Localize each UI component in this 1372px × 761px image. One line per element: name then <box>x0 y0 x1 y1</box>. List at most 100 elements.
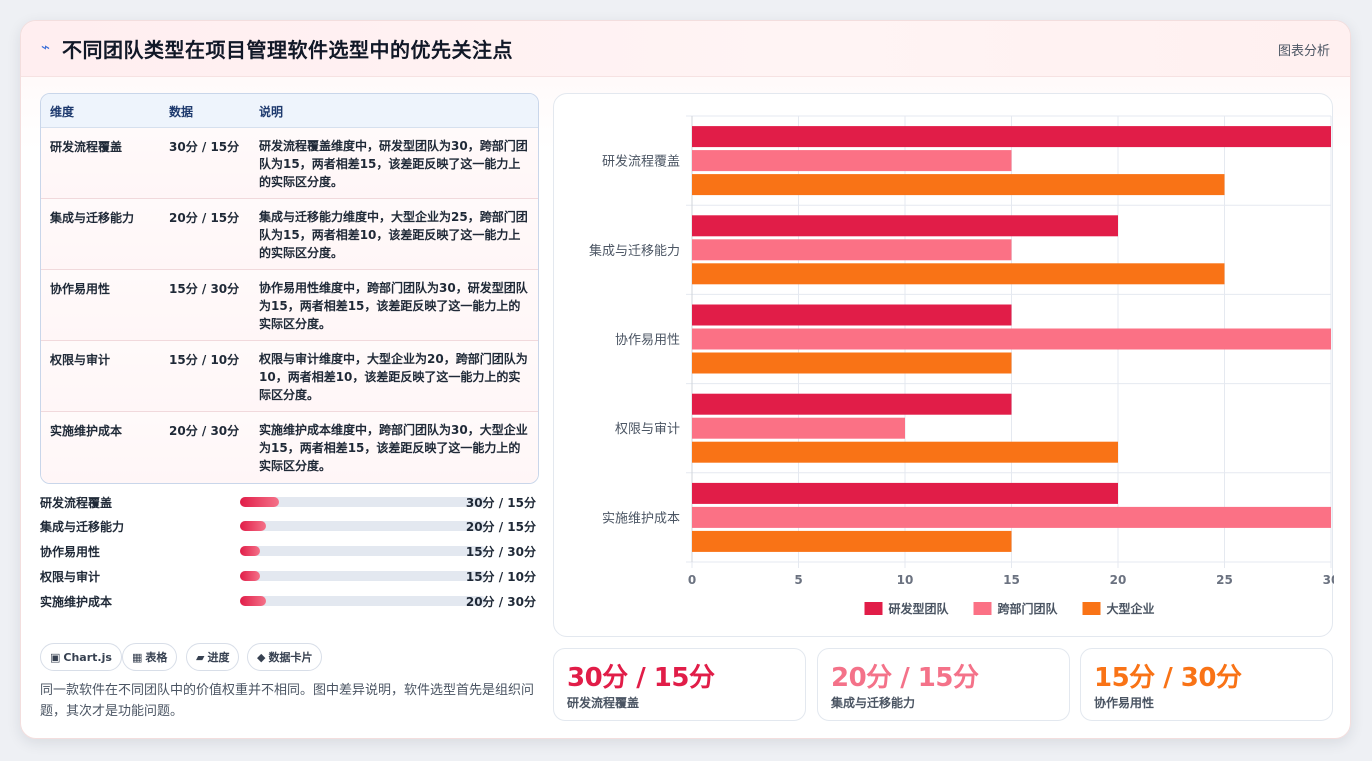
x-tick-label: 25 <box>1216 573 1233 587</box>
x-tick-label: 15 <box>1003 573 1020 587</box>
cell-data: 20分 / 15分 <box>169 211 240 225</box>
bar <box>692 263 1225 285</box>
cell-dimension: 协作易用性 <box>50 282 111 296</box>
bar <box>692 174 1225 196</box>
chip-label: 表格 <box>145 651 168 664</box>
stat-value: 15分 / 30分 <box>1094 663 1242 693</box>
bar <box>692 506 1331 528</box>
chip-label: Chart.js <box>63 650 112 664</box>
bar <box>692 441 1118 463</box>
stat-card: 20分 / 15分 集成与迁移能力 <box>817 648 1070 721</box>
bar <box>692 239 1012 261</box>
stat-value: 20分 / 15分 <box>831 663 979 693</box>
table-row: 权限与审计 15分 / 10分 权限与审计维度中，大型企业为20，跨部门团队为1… <box>41 341 538 412</box>
legend-label: 跨部门团队 <box>998 601 1059 616</box>
bar-chart-panel: 0 5 10 15 20 25 30 研发流程覆盖集成与迁移能力协作易用性权限与审计实施维护成… <box>553 93 1334 637</box>
cell-description: 协作易用性维度中，跨部门团队为30，研发型团队为15，两者相差15，该差距反映了… <box>259 281 528 331</box>
chip-chartjs[interactable]: ▣ Chart.js <box>40 643 122 671</box>
progress-fill <box>240 546 260 556</box>
progress-label: 集成与迁移能力 <box>40 520 125 534</box>
cell-dimension: 实施维护成本 <box>50 424 123 438</box>
legend-swatch <box>1082 602 1101 615</box>
y-category-label: 实施维护成本 <box>602 511 680 526</box>
chip-progress[interactable]: ▰ 进度 <box>186 643 240 671</box>
cell-dimension: 集成与迁移能力 <box>50 211 135 225</box>
column-header-description: 说明 <box>259 105 284 119</box>
dashboard-card: ⌁ 不同团队类型在项目管理软件选型中的优先关注点 图表分析 维度 数据 说明 研… <box>20 20 1351 739</box>
progress-row: 研发流程覆盖 30分 / 15分 <box>40 492 539 512</box>
chip-table[interactable]: ▦ 表格 <box>122 643 178 671</box>
progress-value: 20分 / 30分 <box>465 595 536 609</box>
x-tick-label: 20 <box>1110 573 1127 587</box>
progress-label: 权限与审计 <box>40 570 101 584</box>
progress-fill <box>240 596 266 606</box>
bolt-icon: ⌁ <box>41 38 51 56</box>
chart-analysis-link[interactable]: 图表分析 <box>1277 44 1330 59</box>
table-row: 集成与迁移能力 20分 / 15分 集成与迁移能力维度中，大型企业为25，跨部门… <box>41 199 538 270</box>
chip-label: 进度 <box>207 651 230 664</box>
cell-description: 研发流程覆盖维度中，研发型团队为30，跨部门团队为15，两者相差15，该差距反映… <box>259 139 528 189</box>
progress-track <box>240 497 486 507</box>
header: ⌁ 不同团队类型在项目管理软件选型中的优先关注点 图表分析 <box>21 21 1350 77</box>
cell-dimension: 权限与审计 <box>50 353 111 367</box>
progress-icon: ▰ <box>196 650 205 664</box>
card-icon: ◆ <box>257 650 266 664</box>
summary-note: 同一款软件在不同团队中的价值权重并不相同。图中差异说明，软件选型首先是组织问题，… <box>40 683 535 719</box>
cell-description: 实施维护成本维度中，跨部门团队为30，大型企业为15，两者相差15，该差距反映了… <box>259 423 528 473</box>
legend-label: 大型企业 <box>1107 601 1155 616</box>
column-header-dimension: 维度 <box>50 105 75 119</box>
bar <box>692 328 1331 350</box>
bar <box>692 530 1012 552</box>
stat-label: 集成与迁移能力 <box>831 696 916 710</box>
table-row: 实施维护成本 20分 / 30分 实施维护成本维度中，跨部门团队为30，大型企业… <box>41 412 538 483</box>
progress-fill <box>240 521 266 531</box>
progress-fill <box>240 497 280 507</box>
page-title: 不同团队类型在项目管理软件选型中的优先关注点 <box>62 38 513 62</box>
progress-row: 权限与审计 15分 / 10分 <box>40 566 539 586</box>
x-tick-label: 30 <box>1323 573 1334 587</box>
legend-swatch <box>864 602 883 615</box>
progress-row: 实施维护成本 20分 / 30分 <box>40 591 539 611</box>
cell-data: 30分 / 15分 <box>169 140 240 154</box>
progress-track <box>240 596 486 606</box>
bar <box>692 393 1012 415</box>
progress-row: 集成与迁移能力 20分 / 15分 <box>40 516 539 536</box>
x-tick-label: 0 <box>688 573 696 587</box>
progress-track <box>240 521 486 531</box>
progress-track <box>240 546 486 556</box>
table-header: 维度 数据 说明 <box>41 94 538 128</box>
bar <box>692 215 1118 237</box>
stat-card: 15分 / 30分 协作易用性 <box>1080 648 1333 721</box>
progress-value: 30分 / 15分 <box>465 496 536 510</box>
stat-card: 30分 / 15分 研发流程覆盖 <box>553 648 806 721</box>
x-tick-label: 5 <box>794 573 802 587</box>
table-row: 研发流程覆盖 30分 / 15分 研发流程覆盖维度中，研发型团队为30，跨部门团… <box>41 128 538 199</box>
stat-value: 30分 / 15分 <box>567 663 715 693</box>
data-table: 维度 数据 说明 研发流程覆盖 30分 / 15分 研发流程覆盖维度中，研发型团… <box>40 93 539 484</box>
progress-value: 15分 / 30分 <box>465 545 536 559</box>
x-tick-label: 10 <box>897 573 914 587</box>
cell-description: 集成与迁移能力维度中，大型企业为25，跨部门团队为15，两者相差10，该差距反映… <box>259 210 528 260</box>
legend-label: 研发型团队 <box>889 601 950 616</box>
progress-fill <box>240 571 260 581</box>
chart-icon: ▣ <box>50 650 61 664</box>
bar-chart: 0 5 10 15 20 25 30 研发流程覆盖集成与迁移能力协作易用性权限与审计实施维护成… <box>589 115 1334 616</box>
progress-value: 20分 / 15分 <box>465 520 536 534</box>
cell-data: 15分 / 10分 <box>169 353 240 367</box>
y-category-label: 集成与迁移能力 <box>589 243 680 259</box>
y-category-label: 研发流程覆盖 <box>602 154 680 170</box>
cell-data: 15分 / 30分 <box>169 282 240 296</box>
progress-row: 协作易用性 15分 / 30分 <box>40 541 539 561</box>
cell-data: 20分 / 30分 <box>169 424 240 438</box>
bar <box>692 126 1331 148</box>
table-icon: ▦ <box>132 650 143 664</box>
progress-label: 协作易用性 <box>40 545 101 559</box>
stat-label: 协作易用性 <box>1094 696 1155 710</box>
legend-swatch <box>973 602 992 615</box>
bar <box>692 304 1012 326</box>
y-category-label: 权限与审计 <box>615 421 680 437</box>
chip-data-card[interactable]: ◆ 数据卡片 <box>247 643 323 671</box>
progress-value: 15分 / 10分 <box>465 570 536 584</box>
bar <box>692 482 1118 504</box>
progress-label: 实施维护成本 <box>40 595 113 609</box>
